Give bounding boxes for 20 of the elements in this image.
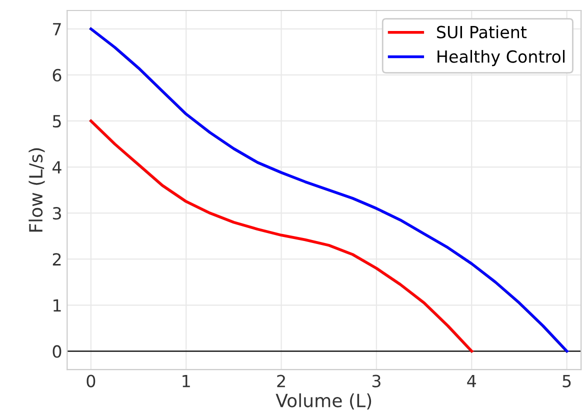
y-tick-label: 7	[53, 23, 61, 36]
x-tick-label: 2	[277, 374, 285, 388]
x-tick-label: 4	[467, 374, 476, 388]
y-tick-label: 6	[52, 68, 62, 82]
x-tick-label: 3	[372, 374, 380, 388]
y-tick-label: 0	[52, 345, 62, 358]
x-tick-label: 0	[86, 374, 96, 388]
y-tick-label: 2	[52, 253, 61, 266]
line-series	[90, 120, 474, 353]
y-tick-label: 4	[52, 161, 62, 174]
x-tick-label: 5	[562, 374, 571, 388]
y-tick-label: 3	[52, 207, 61, 220]
legend-label: SUI Patient	[437, 26, 527, 38]
line-series	[90, 28, 568, 353]
y-tick-label: 5	[52, 115, 61, 128]
y-tick-label: 1	[54, 299, 61, 312]
legend-label: Healthy Control	[438, 50, 565, 66]
y-axis-title: Flow (L/s)	[28, 148, 45, 232]
x-axis-title: Volume (L)	[276, 393, 372, 410]
x-tick-label: 1	[182, 374, 190, 388]
